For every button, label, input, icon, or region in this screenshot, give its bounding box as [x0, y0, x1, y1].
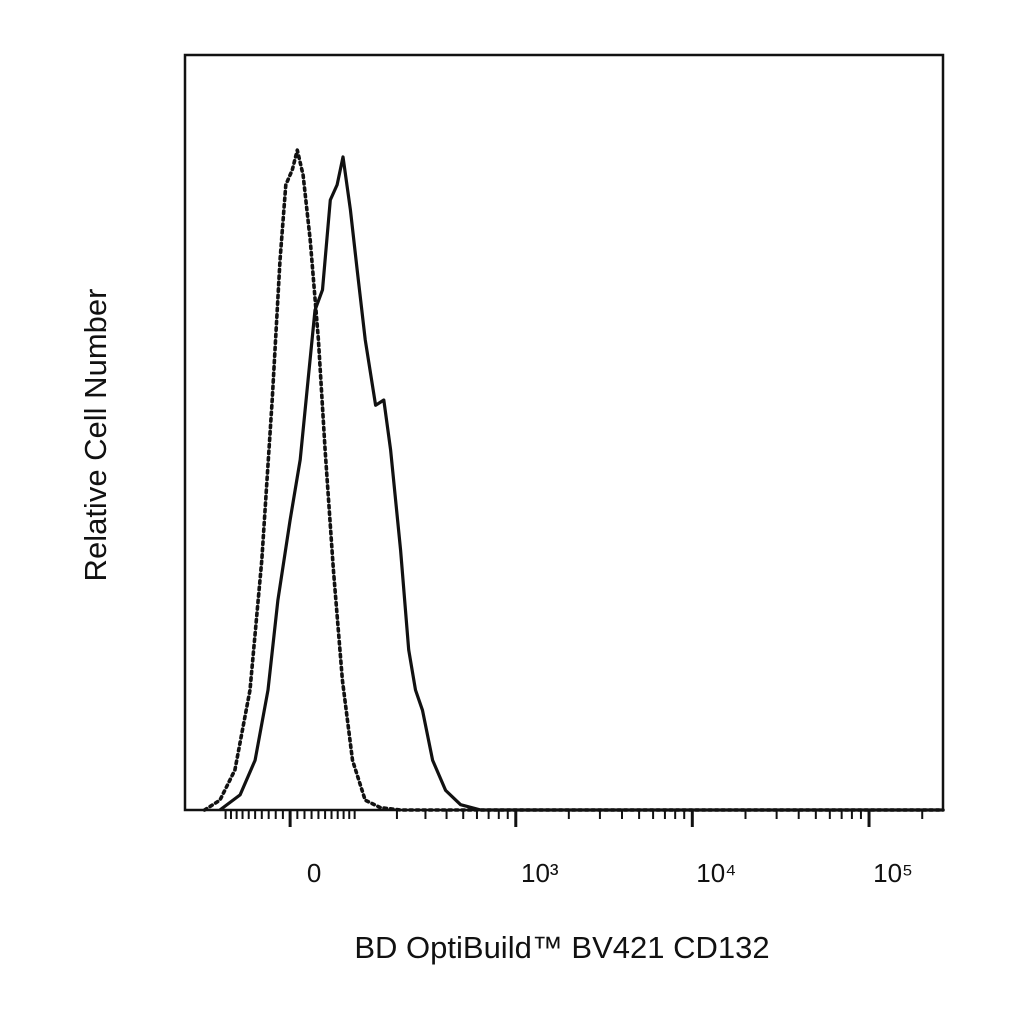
x-tick-label: 10⁵: [873, 858, 913, 888]
y-axis-label: Relative Cell Number: [78, 289, 113, 582]
histogram-line: [202, 148, 945, 812]
x-tick-label: 10³: [521, 858, 559, 888]
x-tick-label: 0: [307, 858, 321, 888]
x-tick-label: 10⁴: [696, 858, 736, 888]
x-axis-label: BD OptiBuild™ BV421 CD132: [354, 930, 769, 965]
histogram-line: [218, 155, 943, 812]
plot-frame: [183, 53, 945, 812]
